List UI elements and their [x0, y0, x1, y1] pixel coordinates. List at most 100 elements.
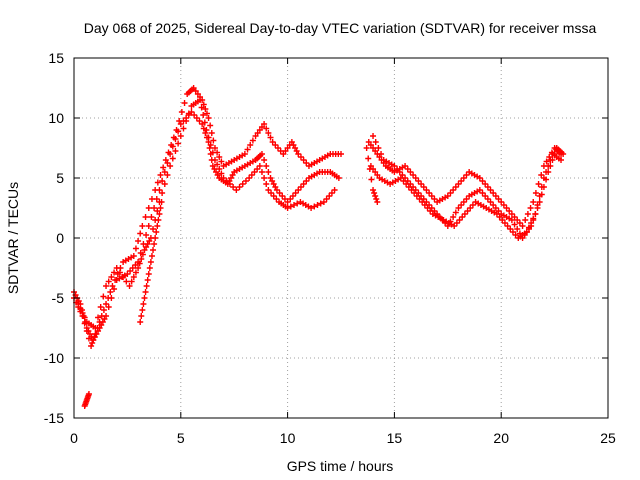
y-tick-label: -15: [44, 410, 64, 426]
data-point: [132, 245, 139, 252]
data-point: [547, 163, 554, 169]
data-point: [105, 295, 112, 301]
data-point: [156, 211, 163, 217]
data-point: [216, 166, 223, 172]
data-point: [147, 259, 154, 265]
data-point: [95, 314, 102, 321]
data-point: [218, 170, 225, 177]
data-point: [450, 214, 457, 220]
data-point: [103, 283, 110, 289]
data-point: [143, 232, 150, 238]
data-point: [200, 112, 207, 118]
data-point: [197, 97, 204, 103]
data-point: [263, 181, 270, 187]
data-point: [532, 211, 539, 217]
data-point: [535, 181, 542, 187]
data-point: [368, 176, 375, 183]
x-tick-label: 15: [387, 430, 403, 446]
data-point: [202, 130, 209, 136]
data-point: [519, 223, 526, 229]
data-point: [79, 310, 86, 316]
data-point: [185, 110, 192, 117]
data-point: [75, 301, 82, 307]
data-point: [150, 226, 157, 232]
data-point: [90, 337, 97, 343]
data-point: [92, 331, 99, 337]
data-point: [139, 307, 146, 313]
data-point: [100, 307, 107, 313]
data-point: [265, 169, 272, 175]
data-point: [145, 223, 152, 229]
data-point: [261, 175, 268, 181]
data-point: [543, 158, 550, 165]
data-point: [265, 130, 272, 136]
data-point: [178, 109, 185, 115]
data-point: [558, 157, 565, 163]
data-point: [198, 104, 205, 111]
data-point: [92, 325, 99, 331]
data-point: [157, 172, 164, 178]
data-point: [314, 202, 321, 208]
data-point: [139, 251, 146, 258]
data-point: [89, 340, 96, 346]
data-point: [291, 202, 298, 208]
x-axis-label: GPS time / hours: [287, 458, 394, 474]
x-tick-label: 10: [280, 430, 296, 446]
data-point: [239, 181, 246, 187]
data-point: [241, 151, 248, 157]
data-point: [267, 134, 274, 141]
x-tick-label: 5: [177, 430, 185, 446]
data-point: [263, 163, 270, 169]
data-point: [308, 205, 315, 211]
data-point: [109, 283, 116, 289]
data-point: [511, 221, 518, 228]
data-point: [165, 149, 172, 156]
x-tick-label: 25: [600, 430, 616, 446]
data-point: [113, 265, 120, 271]
chart-title: Day 068 of 2025, Sidereal Day-to-day VTE…: [84, 20, 597, 36]
data-point: [161, 181, 168, 187]
data-point: [158, 199, 165, 205]
data-point: [203, 110, 210, 117]
data-point: [160, 164, 167, 171]
data-point: [524, 211, 531, 217]
data-point: [256, 163, 263, 169]
data-point: [201, 119, 208, 126]
y-tick-label: -10: [44, 350, 64, 366]
axis-ticks: [73, 57, 609, 419]
data-point: [528, 223, 535, 229]
data-point: [220, 175, 227, 181]
data-point: [135, 238, 142, 244]
data-point: [247, 142, 254, 148]
data-point: [168, 142, 175, 148]
data-point: [230, 184, 237, 190]
data-point: [452, 209, 459, 216]
data-point: [155, 217, 162, 223]
data-point: [142, 214, 149, 220]
data-point: [107, 289, 114, 295]
data-point: [211, 157, 218, 163]
data-point: [173, 127, 180, 133]
data-point: [154, 179, 161, 186]
data-point: [148, 196, 155, 202]
data-point: [522, 217, 529, 223]
data-point: [153, 229, 160, 235]
data-point: [516, 230, 523, 237]
data-point: [157, 205, 164, 211]
series-track-f: [365, 139, 565, 229]
data-point: [546, 154, 553, 160]
data-point: [527, 205, 534, 211]
data-point: [249, 137, 256, 144]
data-point: [210, 137, 217, 144]
data-point: [83, 328, 90, 334]
data-point: [363, 145, 370, 151]
data-point: [120, 274, 127, 280]
data-point: [444, 223, 451, 229]
data-point: [236, 184, 243, 190]
grid-lines: [74, 58, 608, 418]
data-point: [372, 193, 379, 199]
data-point: [137, 319, 144, 325]
data-point: [538, 191, 545, 198]
data-point: [97, 304, 104, 310]
y-tick-label: 5: [56, 170, 64, 186]
